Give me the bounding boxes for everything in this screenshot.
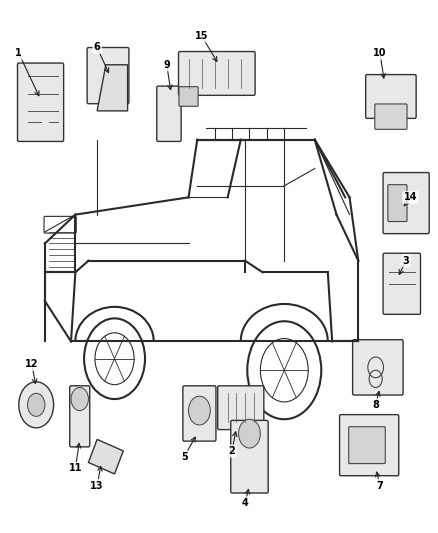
FancyBboxPatch shape [383,253,420,314]
FancyBboxPatch shape [179,52,255,95]
Circle shape [71,387,88,410]
Text: 6: 6 [94,43,100,52]
FancyBboxPatch shape [388,184,407,222]
Text: 15: 15 [195,31,208,41]
FancyBboxPatch shape [375,104,407,130]
Polygon shape [97,65,127,111]
Text: 14: 14 [404,192,417,203]
FancyBboxPatch shape [87,47,129,104]
Text: 12: 12 [25,359,39,369]
FancyBboxPatch shape [157,86,181,141]
Text: 5: 5 [181,451,187,462]
FancyBboxPatch shape [18,63,64,141]
Polygon shape [88,439,123,474]
Text: 10: 10 [373,49,387,58]
Text: 2: 2 [229,446,236,456]
FancyBboxPatch shape [218,386,264,430]
FancyBboxPatch shape [349,427,385,464]
FancyBboxPatch shape [366,75,416,118]
Circle shape [28,393,45,416]
Text: 7: 7 [377,481,383,490]
FancyBboxPatch shape [70,386,90,447]
FancyBboxPatch shape [383,173,429,233]
Circle shape [188,396,210,425]
Circle shape [19,382,53,428]
Text: 4: 4 [242,498,248,508]
Text: 1: 1 [15,49,22,58]
Text: 3: 3 [403,256,410,266]
FancyBboxPatch shape [339,415,399,476]
FancyBboxPatch shape [183,386,216,441]
FancyBboxPatch shape [353,340,403,395]
Text: 13: 13 [90,481,104,490]
FancyBboxPatch shape [231,421,268,493]
Text: 11: 11 [69,463,82,473]
FancyBboxPatch shape [179,87,198,106]
Text: 8: 8 [372,400,379,410]
Circle shape [239,419,260,448]
Text: 9: 9 [163,60,170,70]
